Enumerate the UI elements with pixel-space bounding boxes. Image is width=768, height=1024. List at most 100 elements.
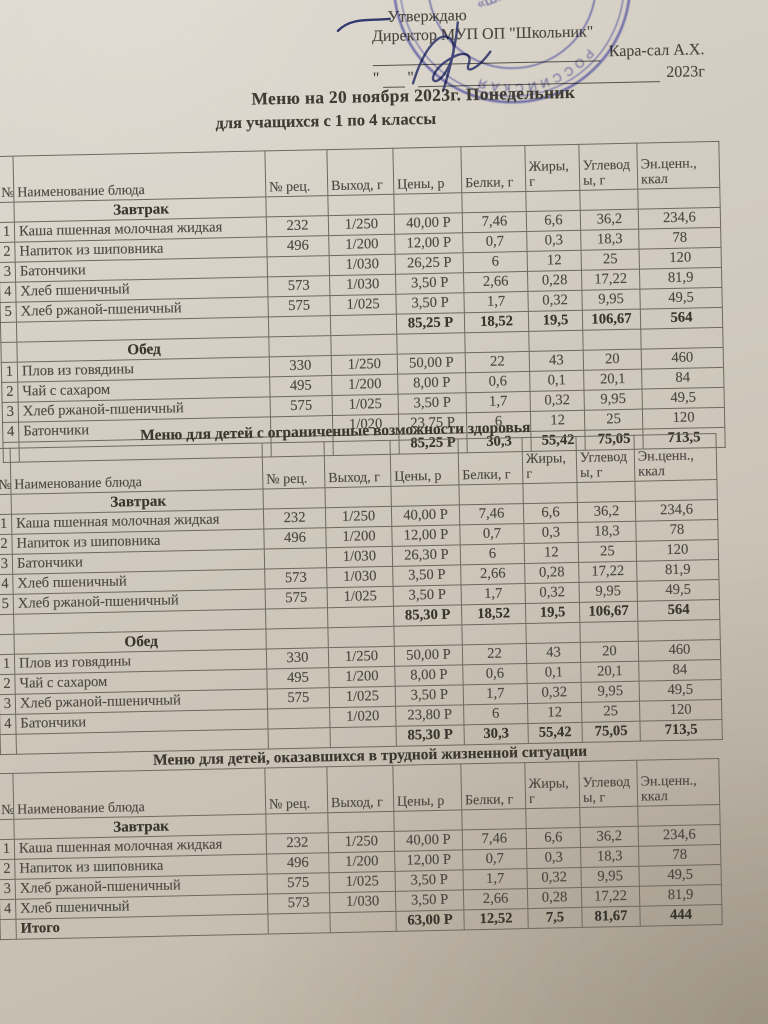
cell: 0,6 [462, 663, 528, 685]
cell: 0,1 [529, 370, 584, 392]
cell: 573 [264, 567, 328, 590]
cell: 1/030 [329, 274, 396, 296]
cell: 0,3 [523, 522, 579, 544]
cell: 9,95 [583, 389, 643, 411]
cell: 1/250 [325, 506, 392, 528]
cell [0, 342, 18, 363]
cell [267, 255, 330, 277]
cell: 234,6 [635, 499, 718, 522]
cell: 25 [581, 249, 640, 271]
cell: 36,2 [577, 501, 636, 523]
cell [268, 315, 331, 337]
cell: 2,66 [460, 563, 526, 585]
cell: 0,32 [526, 867, 582, 889]
cell: 3 [0, 879, 16, 900]
menu-table-students: № Наименование блюда № рец. Выход, г Цены, р… [0, 141, 726, 463]
cell: 1/025 [329, 294, 397, 316]
cell [265, 812, 329, 835]
column-header: Цены, р [390, 438, 459, 487]
cell: 0,6 [465, 371, 531, 393]
cell: 3 [0, 554, 13, 575]
cell [522, 482, 578, 504]
cell: 0,32 [527, 290, 583, 312]
cell: 9,95 [579, 581, 638, 603]
column-header: Выход, г [326, 765, 394, 813]
cell [582, 329, 642, 351]
cell: 573 [267, 275, 330, 297]
cell: 18,3 [580, 846, 639, 868]
cell: 3 [2, 402, 19, 423]
column-header: Цены, р [392, 146, 462, 195]
cell: 1/200 [325, 526, 393, 548]
cell: 18,52 [464, 311, 529, 333]
column-header: № рец. [262, 441, 325, 490]
cell: 564 [637, 599, 720, 622]
cell: 19,5 [525, 602, 580, 624]
cell: 6 [463, 251, 528, 273]
cell: 4 [0, 574, 14, 595]
cell: 5 [0, 302, 17, 323]
cell: 1/020 [329, 706, 396, 728]
cell: 0,7 [462, 848, 527, 870]
cell: 1,7 [463, 868, 528, 890]
cell: 20 [580, 641, 639, 663]
cell: 444 [639, 904, 723, 927]
cell: 40,00 Р [394, 829, 463, 852]
cell: 17,22 [578, 561, 638, 583]
cell [0, 734, 17, 755]
cell [327, 606, 394, 628]
cell: 3 [0, 262, 16, 283]
cell: 575 [270, 395, 333, 417]
cell: 84 [641, 367, 724, 390]
cell: 17,22 [581, 269, 640, 291]
cell [458, 483, 524, 505]
cell [461, 808, 527, 830]
cell [265, 627, 329, 649]
cell: 495 [266, 667, 330, 689]
cell: 50,00 Р [397, 352, 466, 375]
cell: 1/025 [332, 394, 399, 416]
cell: 3,50 Р [395, 889, 464, 912]
cell: 6,6 [526, 210, 581, 232]
column-header: Жиры, г [524, 144, 580, 192]
stamp-org-line2: «Школьник» [474, 0, 554, 12]
cell: 0,32 [530, 390, 585, 412]
cell: 20,1 [583, 369, 642, 391]
cell: 9,95 [581, 681, 640, 703]
cell: 6 [463, 703, 528, 725]
cell: 49,5 [639, 287, 723, 310]
cell: 0,32 [527, 682, 582, 704]
cell: 1/200 [328, 234, 396, 256]
cell: 18,52 [461, 603, 526, 625]
cell: 26,30 Р [392, 544, 461, 567]
cell: 460 [638, 639, 721, 662]
cell: 2 [0, 674, 16, 695]
cell: 12,00 Р [391, 524, 461, 547]
column-header: № рец. [264, 766, 328, 815]
cell: 232 [266, 215, 329, 237]
column-header: Белки, г [457, 437, 523, 485]
cell [525, 807, 581, 829]
cell: 9,95 [580, 866, 640, 888]
cell: 2,66 [463, 271, 528, 293]
cell: 1 [0, 222, 15, 243]
cell: 575 [267, 295, 331, 317]
column-header: № рец. [264, 149, 328, 197]
cell: 6,6 [526, 827, 581, 849]
cell [268, 335, 332, 357]
cell [267, 707, 331, 729]
cell: 12,52 [463, 908, 529, 930]
cell: 63,00 Р [395, 909, 465, 932]
cell: 713,5 [639, 719, 723, 742]
cell: 49,5 [638, 864, 722, 887]
cell: 575 [267, 687, 330, 709]
cell: 18,3 [580, 229, 640, 251]
cell [330, 334, 398, 356]
column-header: Наименование блюда [12, 768, 266, 820]
cell [390, 484, 460, 507]
cell: 22 [465, 351, 530, 373]
cell: 20 [583, 349, 642, 371]
column-header: Углеводы, г [578, 760, 638, 808]
cell: 5 [0, 594, 14, 615]
